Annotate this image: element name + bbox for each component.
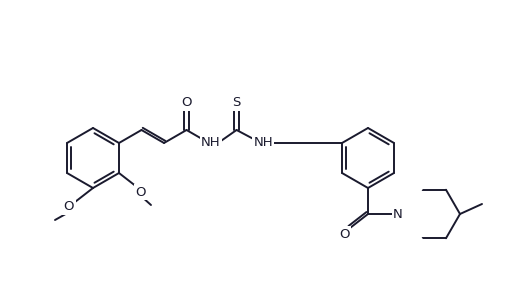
Text: NH: NH [253,137,273,149]
Text: O: O [64,200,74,213]
Text: N: N [393,207,403,221]
Text: O: O [181,96,192,109]
Text: S: S [232,96,241,109]
Text: O: O [339,228,350,240]
Text: NH: NH [201,137,221,149]
Text: O: O [136,185,146,198]
